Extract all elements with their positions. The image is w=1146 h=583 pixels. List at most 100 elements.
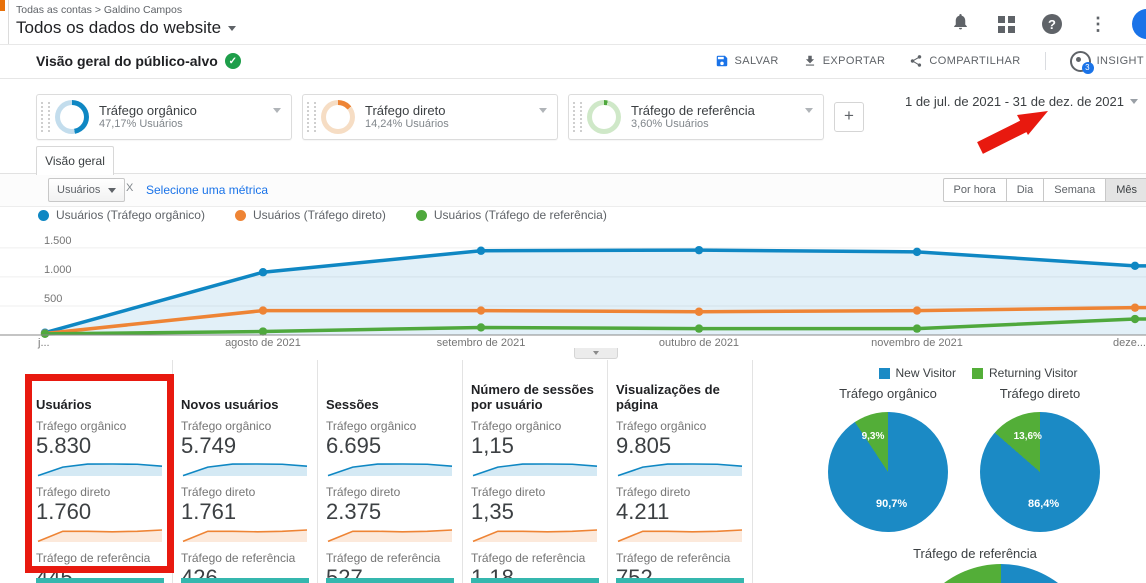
metric-value: 1.760 [36,499,92,524]
metric-dropdown[interactable]: Usuários [48,178,126,202]
chevron-down-icon [593,351,599,355]
share-icon [909,54,923,68]
metric-value: 2.375 [326,499,382,524]
svg-text:outubro de 2021: outubro de 2021 [659,337,739,349]
granularity-month-button[interactable]: Mês [1105,178,1146,202]
pie-slice-label: 86,4% [1028,498,1060,511]
legend-label: New Visitor [895,366,956,380]
next-row-sparkline-peek [616,578,744,583]
svg-text:deze...: deze... [1113,337,1146,349]
segment-name: Tráfego orgânico [99,103,197,118]
drag-handle-icon[interactable] [41,102,50,132]
drag-handle-icon[interactable] [307,102,316,132]
help-button[interactable]: ? [1040,12,1064,36]
apps-button[interactable] [994,12,1018,36]
insights-button[interactable]: 3 INSIGHT [1069,50,1144,74]
card-sessions-per-user: Número de sessões por usuário Tráfego or… [463,360,608,583]
card-title: Usuários [36,397,92,412]
pie-slice-label: 9,3% [861,431,885,443]
metric-value: 9.805 [616,433,672,458]
segment-chip-referral[interactable]: Tráfego de referência 3,60% Usuários [568,94,824,140]
add-segment-button[interactable]: + [834,102,864,132]
card-users: Usuários Tráfego orgânico 5.830 Tráfego … [28,360,173,583]
notifications-button[interactable] [948,12,972,36]
metric-label: Tráfego direto [36,485,111,499]
metric-label: Tráfego de referência [326,551,441,565]
card-title: Visualizações de página [616,382,720,412]
download-icon [803,54,817,68]
property-selector[interactable]: Todos os dados do website [16,18,237,38]
report-title: Visão geral do público-alvo [36,53,218,69]
kebab-menu-icon: ⋮ [1089,13,1107,34]
next-row-sparkline-peek [471,578,599,583]
sparkline-direct [181,527,309,544]
legend-item-referral[interactable]: Usuários (Tráfego de referência) [415,208,607,222]
date-range-text: 1 de jul. de 2021 - 31 de dez. de 2021 [904,94,1124,109]
avatar[interactable] [1132,9,1146,39]
metric-label: Tráfego orgânico [326,419,417,433]
card-title: Sessões [326,397,379,412]
chevron-down-icon[interactable] [805,107,813,113]
chevron-down-icon [108,187,117,193]
segment-name: Tráfego direto [365,103,446,118]
metric-value: 5.749 [181,433,237,458]
legend-square-icon [971,367,983,379]
pie-title-direct: Tráfego direto [999,386,1081,401]
legend-returning-visitor: Returning Visitor [971,366,1077,380]
svg-text:500: 500 [44,293,62,305]
sparkline-organic [326,461,454,478]
chevron-down-icon[interactable] [539,107,547,113]
breadcrumb-property[interactable]: Galdino Campos [103,4,183,16]
svg-text:j...: j... [37,337,50,349]
chevron-down-icon[interactable] [273,107,281,113]
pie-slice-label: 13,6% [1013,431,1042,443]
metric-dropdown-value: Usuários [57,184,101,196]
insights-icon: 3 [1069,50,1094,74]
metric-value: 1,35 [471,499,514,524]
legend-item-organic[interactable]: Usuários (Tráfego orgânico) [38,208,205,222]
tab-overview[interactable]: Visão geral [36,146,114,175]
remove-metric-button[interactable]: X [126,182,134,194]
legend-dot-icon [38,209,49,221]
bell-icon [951,12,970,36]
chart-controls: Usuários X Selecione uma métrica Por hor… [0,173,1146,207]
next-row-sparkline-peek [326,578,454,583]
breadcrumb-all-accounts[interactable]: Todas as contas [16,4,92,16]
segment-chip-direct[interactable]: Tráfego direto 14,24% Usuários [302,94,558,140]
granularity-hour-button[interactable]: Por hora [942,178,1007,202]
chart-legend: Usuários (Tráfego orgânico) Usuários (Tr… [38,208,607,222]
svg-text:novembro de 2021: novembro de 2021 [871,337,963,349]
drag-handle-icon[interactable] [573,102,582,132]
breadcrumb: Todas as contas > Galdino Campos [16,4,236,16]
metric-value: 4.211 [616,499,670,524]
more-options-button[interactable]: ⋮ [1086,12,1110,36]
card-pageviews: Visualizações de página Tráfego orgânico… [608,360,753,583]
metric-value: 5.830 [36,433,92,458]
verified-check-icon: ✓ [224,53,241,69]
segment-stat: 47,17% Usuários [99,118,183,130]
segment-donut-organic [55,100,89,134]
metric-label: Tráfego orgânico [181,419,272,433]
export-label: EXPORTAR [822,55,886,67]
toolbar-divider [1044,52,1046,70]
legend-item-direct[interactable]: Usuários (Tráfego direto) [234,208,386,222]
share-button[interactable]: COMPARTILHAR [909,54,1020,68]
select-metric-link[interactable]: Selecione uma métrica [146,183,269,197]
segment-chip-organic[interactable]: Tráfego orgânico 47,17% Usuários [36,94,292,140]
sparkline-organic [616,461,744,478]
sparkline-direct [326,527,454,544]
legend-label: Usuários (Tráfego orgânico) [56,208,205,222]
legend-dot-icon [234,209,246,221]
save-button[interactable]: SALVAR [715,54,779,68]
granularity-day-button[interactable]: Dia [1005,178,1045,202]
date-range-selector[interactable]: 1 de jul. de 2021 - 31 de dez. de 2021 [905,94,1138,109]
chart-collapse-handle[interactable] [574,348,618,359]
sparkline-organic [181,461,309,478]
svg-text:1.000: 1.000 [44,264,72,276]
sparkline-direct [616,527,744,544]
export-button[interactable]: EXPORTAR [803,54,886,68]
sparkline-organic [36,461,164,478]
report-toolbar: Visão geral do público-alvo ✓ SALVAR EXP… [0,44,1146,79]
chevron-down-icon [1130,99,1138,104]
granularity-week-button[interactable]: Semana [1043,178,1107,202]
